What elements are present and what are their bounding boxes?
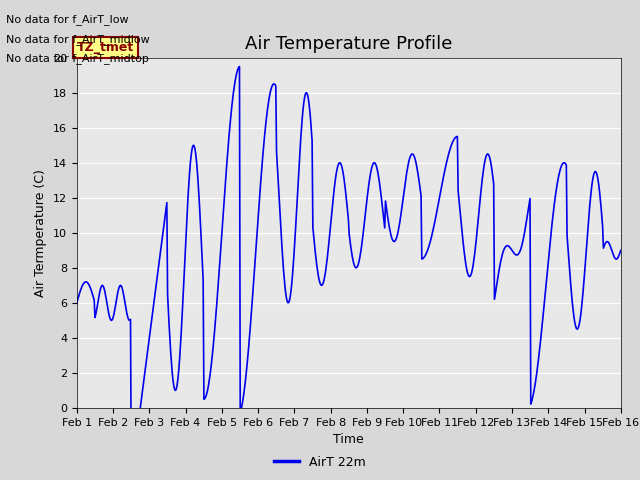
Text: No data for f_AirT_low: No data for f_AirT_low (6, 14, 129, 25)
Text: TZ_tmet: TZ_tmet (77, 41, 134, 54)
Y-axis label: Air Termperature (C): Air Termperature (C) (35, 169, 47, 297)
X-axis label: Time: Time (333, 433, 364, 446)
Title: Air Temperature Profile: Air Temperature Profile (245, 35, 452, 53)
Text: No data for f_AirT_midtop: No data for f_AirT_midtop (6, 53, 149, 64)
Legend: AirT 22m: AirT 22m (269, 451, 371, 474)
Text: No data for f_AirT_midlow: No data for f_AirT_midlow (6, 34, 150, 45)
